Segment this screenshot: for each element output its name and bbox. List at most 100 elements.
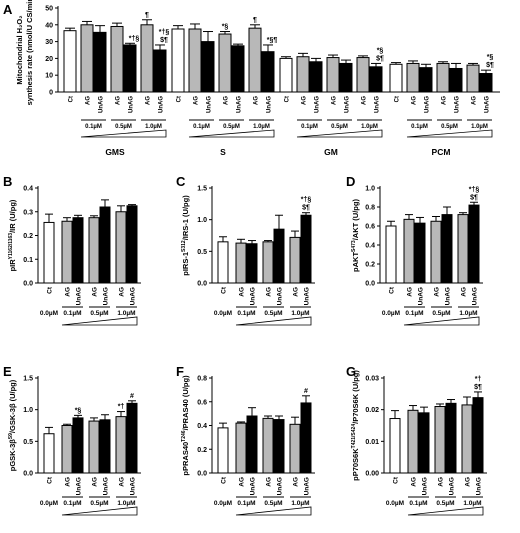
panel-b-dose-label: 0.5µM xyxy=(90,310,108,317)
panel-a-bar xyxy=(218,33,232,93)
panel-b-bar xyxy=(99,206,111,284)
panel-b-bar xyxy=(43,221,55,284)
panel-e-dose-label: 0.0µM xyxy=(40,500,58,507)
panel-f-dose-label: 0.5µM xyxy=(264,500,282,507)
panel-e-category-label: UnAG xyxy=(130,477,137,495)
panel-d-y-tick-label: 0.4 xyxy=(365,243,375,250)
panel-b-dose-label: 1.0µM xyxy=(117,310,135,317)
panel-f-category-label: AG xyxy=(293,477,300,487)
panel-d-y-tick-label: 0.2 xyxy=(365,262,375,269)
panel-f-dose-ramp xyxy=(235,506,312,516)
panel-f-bar xyxy=(246,415,258,474)
panel-a-y-axis-label: synthesis rate (nmol/U CS/min) xyxy=(25,0,34,105)
panel-a-category-label: UnAG xyxy=(425,96,431,113)
significance-mark-panel-a: ¶ xyxy=(145,12,149,19)
panel-a-category-label: AG xyxy=(442,96,448,105)
significance-mark-panel-e: *§ xyxy=(75,407,82,414)
panel-f-bar xyxy=(262,417,274,474)
panel-c-bar xyxy=(217,241,229,284)
panel-c-dose-label: 0.5µM xyxy=(264,310,282,317)
panel-a-y-tick-label: 0 xyxy=(49,90,53,97)
panel-c-category-label: Ct xyxy=(221,286,228,294)
significance-mark-panel-a: *§ xyxy=(377,47,384,54)
panel-e-category-label: AG xyxy=(119,477,126,487)
panel-g-dose-label: 0.5µM xyxy=(436,500,454,507)
panel-b-y-tick-label: 0.0 xyxy=(23,281,33,288)
panel-g-category-label: UnAG xyxy=(449,477,456,495)
panel-a-category-label: UnAG xyxy=(99,96,105,113)
panel-a-group-label: GM xyxy=(324,147,338,157)
panel-a-dose-label: 1.0µM xyxy=(145,124,162,130)
panel-c-y-tick-label: 0.5 xyxy=(197,249,207,256)
panel-a-y-tick-label: 10 xyxy=(45,73,53,80)
panel-c-bar xyxy=(235,242,247,284)
panel-d-bar xyxy=(468,204,480,284)
panel-e-bar xyxy=(61,425,73,474)
panel-e-bar xyxy=(72,417,84,474)
panel-a-bar xyxy=(339,62,353,93)
panel-f-bar xyxy=(289,423,301,474)
panel-f-bar xyxy=(235,422,247,474)
panel-g-category-label: Ct xyxy=(393,476,400,484)
panel-d-bar xyxy=(430,220,442,284)
panel-a-bar xyxy=(309,61,323,93)
panel-a-bar xyxy=(279,57,293,93)
panel-f-y-tick-label: 0.6 xyxy=(197,399,207,406)
panel-c-letter: C xyxy=(176,174,186,189)
panel-d-y-tick-label: 0.6 xyxy=(365,224,375,231)
panel-a-category-label: UnAG xyxy=(237,96,243,113)
panel-e-bar xyxy=(115,416,127,474)
panel-e-category-label: UnAG xyxy=(103,477,110,495)
panel-e-category-label: AG xyxy=(65,477,72,487)
panel-d-category-label: Ct xyxy=(389,286,396,294)
panel-e-letter: E xyxy=(3,364,12,379)
panel-f-y-axis-label: pPRAS40T246/PRAS40 (U/pg) xyxy=(181,375,190,476)
panel-g-y-axis-label: pP70S6KT421/S424/P70S6K (U/pg) xyxy=(351,370,360,481)
significance-mark-panel-a: *§¶ xyxy=(267,37,278,44)
panel-b-category-label: AG xyxy=(92,287,99,297)
panel-f-bar xyxy=(300,402,312,474)
panel-a-dose-label: 0.1µM xyxy=(193,124,210,130)
panel-g-bar xyxy=(389,418,401,474)
panel-c-dose-label: 0.1µM xyxy=(237,310,255,317)
panel-b-dose-ramp xyxy=(61,316,138,326)
panel-e-y-tick-label: 0.0 xyxy=(23,471,33,478)
panel-b-category-label: AG xyxy=(119,287,126,297)
panel-d-dose-label: 1.0µM xyxy=(459,310,477,317)
panel-g-bar xyxy=(461,404,473,474)
panel-g-category-label: AG xyxy=(411,477,418,487)
panel-a-dose-label: 1.0µM xyxy=(253,124,270,130)
panel-a-bar xyxy=(140,24,154,93)
panel-a-category-label: Ct xyxy=(177,96,183,102)
panel-f-category-label: UnAG xyxy=(304,477,311,495)
panel-g-category-label: UnAG xyxy=(476,477,483,495)
significance-mark-panel-g: $¶ xyxy=(474,384,482,391)
panel-f-y-tick-label: 0.2 xyxy=(197,447,207,454)
panel-a-bar xyxy=(153,49,167,93)
panel-c-category-label: AG xyxy=(266,287,273,297)
panel-e-y-tick-label: 1.5 xyxy=(23,376,33,383)
panel-f-y-tick-label: 0.0 xyxy=(197,471,207,478)
panel-d-category-label: UnAG xyxy=(445,287,452,305)
panel-e-dose-ramp xyxy=(61,506,138,516)
panel-a-bar xyxy=(231,45,245,93)
panel-g-category-label: AG xyxy=(465,477,472,487)
panel-a-category-label: UnAG xyxy=(315,96,321,113)
panel-g-y-tick-label: 0.03 xyxy=(365,376,379,383)
panel-b-dose-label: 0.1µM xyxy=(63,310,81,317)
significance-mark-panel-e: # xyxy=(130,393,134,400)
panel-a-category-label: UnAG xyxy=(267,96,273,113)
panel-c-dose-ramp xyxy=(235,316,312,326)
panel-d-bar xyxy=(414,222,426,284)
panel-a-bar xyxy=(466,64,480,93)
panel-g-y-tick-label: 0.00 xyxy=(365,471,379,478)
panel-f-bar xyxy=(273,419,285,474)
panel-a-dose-label: 1.0µM xyxy=(361,124,378,130)
panel-a-bar xyxy=(171,28,185,93)
panel-a-category-label: UnAG xyxy=(129,96,135,113)
panel-f-category-label: Ct xyxy=(221,476,228,484)
panel-b-category-label: Ct xyxy=(47,286,54,294)
panel-a-bar xyxy=(123,44,137,93)
panel-c-category-label: AG xyxy=(239,287,246,297)
